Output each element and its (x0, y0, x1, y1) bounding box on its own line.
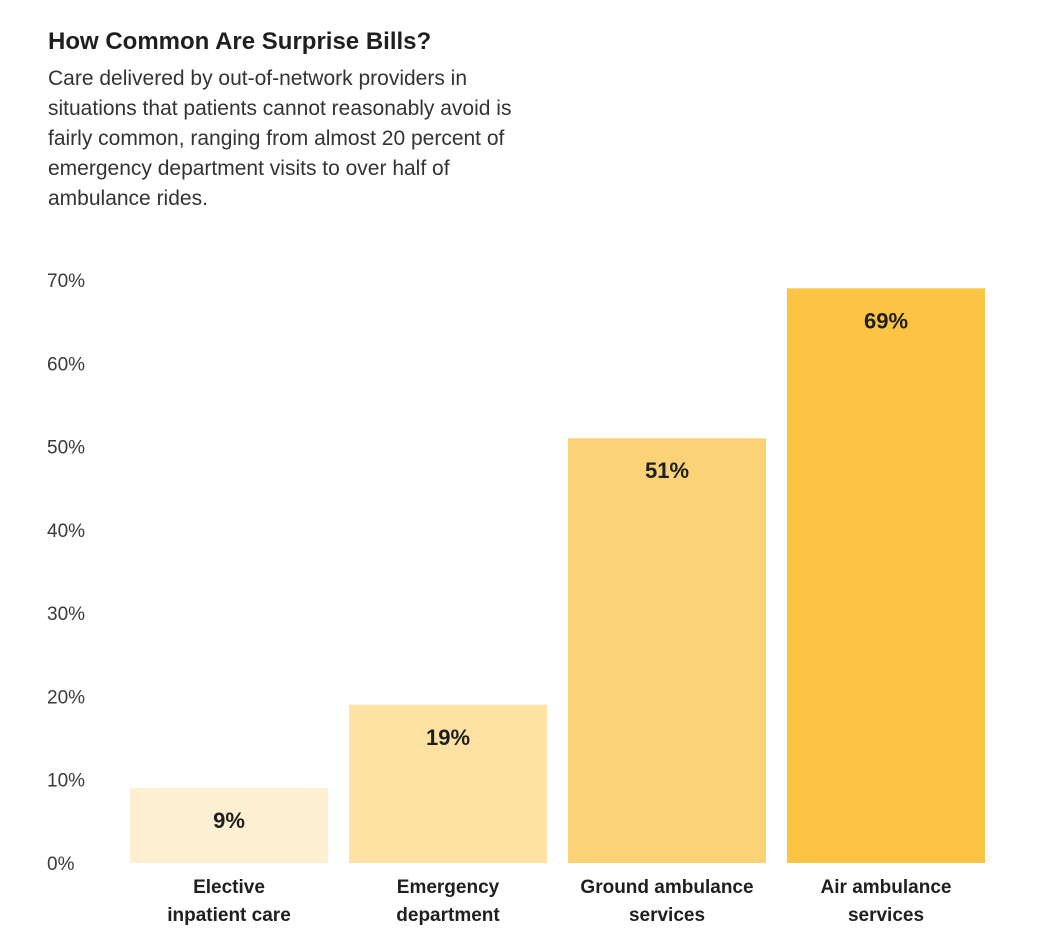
chart-subtitle: Care delivered by out-of-network provide… (48, 67, 512, 210)
y-tick-label: 30% (47, 604, 85, 625)
x-category-label: Emergency department (396, 877, 500, 926)
y-tick-label: 50% (47, 438, 85, 459)
x-axis: Elective inpatient care Emergency departmen… (167, 877, 951, 926)
bars-group (130, 288, 985, 863)
y-tick-label: 70% (47, 271, 85, 292)
bar (349, 704, 547, 863)
bar (130, 788, 328, 863)
y-tick-label: 0% (47, 854, 75, 875)
bar (787, 288, 985, 863)
y-tick-label: 60% (47, 354, 85, 375)
value-labels-group: 9% 19% 51% 69% (213, 308, 908, 833)
bar-value-label: 69% (864, 308, 908, 333)
x-category-label: Air ambulance services (821, 877, 952, 926)
x-category-label: Elective inpatient care (167, 877, 291, 926)
chart-title: How Common Are Surprise Bills? (48, 28, 432, 55)
y-tick-label: 10% (47, 771, 85, 792)
y-tick-label: 20% (47, 687, 85, 708)
bar-value-label: 51% (645, 458, 689, 483)
x-category-label: Ground ambulance services (580, 877, 753, 926)
y-tick-label: 40% (47, 521, 85, 542)
bar-value-label: 9% (213, 808, 245, 833)
bar (568, 438, 766, 863)
bar-value-label: 19% (426, 725, 470, 750)
y-axis: 0% 10% 20% 30% 40% 50% 60% 70% (47, 271, 85, 875)
